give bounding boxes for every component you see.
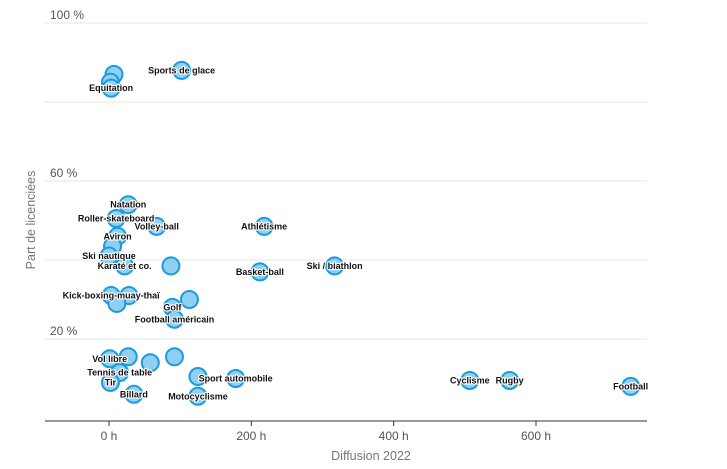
data-point: [101, 78, 121, 98]
y-axis-title: Part de licenciées: [24, 171, 38, 270]
data-point: [188, 386, 208, 406]
point-label: Equitation: [89, 83, 133, 93]
point-label: Football américain: [135, 314, 215, 324]
point-label: Aviron: [103, 231, 131, 241]
data-point: [250, 262, 270, 282]
point-label: Sport automobile: [199, 374, 273, 384]
data-point: [172, 60, 192, 80]
data-points: [99, 60, 641, 406]
point-label: Ski / biathlon: [307, 261, 363, 271]
data-point: [161, 256, 181, 276]
point-label: Sports de glace: [148, 65, 215, 75]
data-point: [140, 353, 160, 373]
point-label: Motocyclisme: [168, 391, 228, 401]
point-label: Tir: [105, 377, 117, 387]
tick-labels: 0 h 200 h 400 h 600 h 20 % 60 % 100 %: [50, 8, 551, 443]
point-label: Karaté et co.: [98, 261, 152, 271]
point-label: Cyclisme: [450, 375, 490, 385]
point-label: Natation: [110, 200, 146, 210]
point-label: Volley-ball: [135, 221, 179, 231]
grid-lines: [45, 22, 647, 340]
point-label: Golf: [163, 302, 182, 312]
point-label: Roller-skateboard: [78, 214, 155, 224]
data-point: [124, 384, 144, 404]
data-point: [118, 347, 138, 367]
point-label: Vol libre: [92, 354, 127, 364]
x-tick-label: 0 h: [101, 429, 118, 443]
data-point: [100, 349, 120, 369]
y-tick-label: 60 %: [50, 166, 78, 180]
data-point: [99, 246, 119, 266]
point-label: Athlétisme: [241, 221, 287, 231]
point-label: Rugby: [496, 375, 524, 385]
point-labels: Sports de glace Equitation Natation Roller-…: [62, 64, 650, 402]
x-tick-label: 400 h: [379, 429, 409, 443]
x-tick-label: 600 h: [521, 429, 551, 443]
data-point: [460, 370, 480, 390]
data-point: [254, 216, 274, 236]
data-point: [115, 256, 135, 276]
y-tick-label: 100 %: [50, 8, 84, 22]
data-point: [164, 347, 184, 367]
y-tick-label: 20 %: [50, 324, 78, 338]
data-point: [100, 372, 120, 392]
point-label: Football: [613, 381, 648, 391]
data-point: [147, 216, 167, 236]
point-label: Basket-ball: [236, 267, 284, 277]
x-tick-label: 200 h: [236, 429, 266, 443]
data-point: [118, 195, 138, 215]
data-point: [164, 309, 184, 329]
data-point: [188, 367, 208, 387]
data-point: [179, 290, 199, 309]
point-label: Kick-boxing-muay-thaï: [63, 291, 161, 301]
data-point: [621, 376, 641, 396]
data-point: [226, 369, 246, 388]
x-axis-title: Diffusion 2022: [331, 449, 411, 463]
data-point: [107, 293, 127, 313]
point-label: Billard: [120, 389, 148, 399]
data-point: [325, 256, 345, 276]
axes: [45, 420, 647, 426]
data-point: [500, 370, 520, 390]
point-label: Tennis de table: [87, 368, 152, 378]
point-label: Ski nautique: [82, 251, 136, 261]
